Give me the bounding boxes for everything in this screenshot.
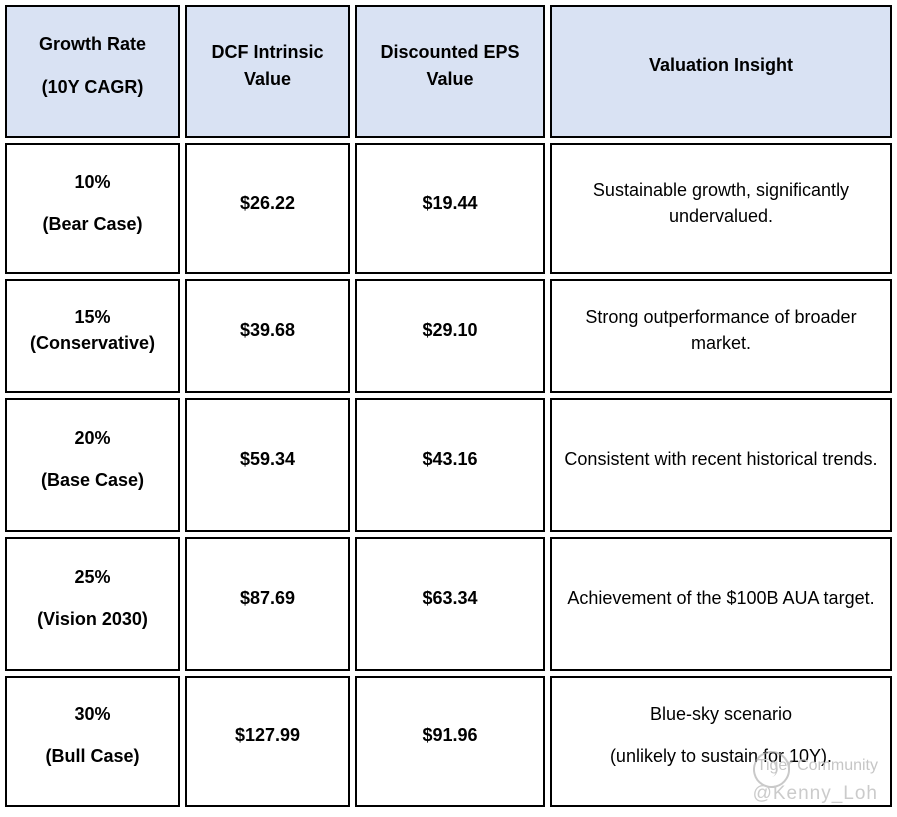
cell-line: $91.96: [422, 725, 478, 746]
cell-eps-value: $43.16: [355, 397, 545, 533]
table-row: 15% (Conservative) $39.68 $29.10 Strong …: [5, 279, 892, 393]
cell-eps-value: $29.10: [355, 279, 545, 393]
cell-eps-value: $63.34: [355, 537, 545, 671]
table-row: 20% (Base Case) $59.34 $43.16 Consistent…: [5, 397, 892, 533]
cell-line: (Vision 2030): [37, 608, 148, 629]
cell-line: Strong outperformance of broader market.: [585, 306, 857, 354]
col-header-dcf-value: DCF Intrinsic Value: [185, 5, 350, 138]
cell-eps-value: $91.96: [355, 675, 545, 807]
cell-growth-rate: 30% (Bull Case): [5, 675, 180, 807]
cell-valuation-insight: Strong outperformance of broader market.: [550, 279, 892, 393]
cell-line: 10%: [74, 171, 111, 192]
header-line: Growth Rate: [38, 34, 146, 55]
cell-line: 30%: [74, 704, 111, 725]
cell-dcf-value: $39.68: [185, 279, 350, 393]
cell-valuation-insight: Consistent with recent historical trends…: [550, 397, 892, 533]
cell-growth-rate: 25% (Vision 2030): [5, 537, 180, 671]
header-line: Discounted EPS Value: [380, 42, 520, 89]
col-header-growth-rate: Growth Rate (10Y CAGR): [5, 5, 180, 138]
header-line: DCF Intrinsic Value: [211, 42, 324, 89]
cell-line: 20%: [74, 427, 111, 448]
cell-dcf-value: $59.34: [185, 397, 350, 533]
col-header-eps-value: Discounted EPS Value: [355, 5, 545, 138]
cell-dcf-value: $87.69: [185, 537, 350, 671]
cell-line: 15% (Conservative): [29, 306, 156, 354]
cell-valuation-insight: Sustainable growth, significantly underv…: [550, 143, 892, 275]
cell-line: $43.16: [422, 448, 478, 469]
cell-valuation-insight: Blue-sky scenario (unlikely to sustain f…: [550, 675, 892, 807]
cell-line: $59.34: [239, 448, 296, 469]
table-body: 10% (Bear Case) $26.22 $19.44 Sustainabl…: [5, 143, 892, 807]
cell-line: Consistent with recent historical trends…: [564, 448, 878, 469]
header-line: Valuation Insight: [648, 55, 793, 76]
cell-line: $19.44: [422, 192, 478, 213]
cell-line: Blue-sky scenario: [649, 704, 793, 725]
cell-growth-rate: 10% (Bear Case): [5, 143, 180, 275]
cell-line: (Bull Case): [45, 746, 140, 767]
cell-growth-rate: 15% (Conservative): [5, 279, 180, 393]
cell-line: 25%: [74, 566, 111, 587]
cell-line: $29.10: [422, 319, 478, 340]
cell-line: $63.34: [422, 587, 478, 608]
table-row: 25% (Vision 2030) $87.69 $63.34 Achievem…: [5, 537, 892, 671]
cell-line: Sustainable growth, significantly underv…: [592, 179, 850, 226]
header-row: Growth Rate (10Y CAGR) DCF Intrinsic Val…: [5, 5, 892, 138]
cell-eps-value: $19.44: [355, 143, 545, 275]
cell-line: $87.69: [239, 587, 296, 608]
cell-growth-rate: 20% (Base Case): [5, 397, 180, 533]
cell-dcf-value: $127.99: [185, 675, 350, 807]
cell-dcf-value: $26.22: [185, 143, 350, 275]
cell-line: $127.99: [234, 725, 301, 746]
cell-line: (Bear Case): [42, 213, 143, 234]
cell-line: (Base Case): [40, 469, 145, 490]
cell-line: (unlikely to sustain for 10Y).: [609, 746, 833, 767]
cell-line: Achievement of the $100B AUA target.: [567, 587, 875, 608]
table-header: Growth Rate (10Y CAGR) DCF Intrinsic Val…: [5, 5, 892, 138]
cell-line: $26.22: [239, 192, 296, 213]
col-header-valuation-insight: Valuation Insight: [550, 5, 892, 138]
cell-valuation-insight: Achievement of the $100B AUA target.: [550, 537, 892, 671]
cell-line: $39.68: [239, 319, 296, 340]
table-row: 10% (Bear Case) $26.22 $19.44 Sustainabl…: [5, 143, 892, 275]
table-row: 30% (Bull Case) $127.99 $91.96 Blue-sky …: [5, 675, 892, 807]
header-line: (10Y CAGR): [41, 76, 144, 97]
